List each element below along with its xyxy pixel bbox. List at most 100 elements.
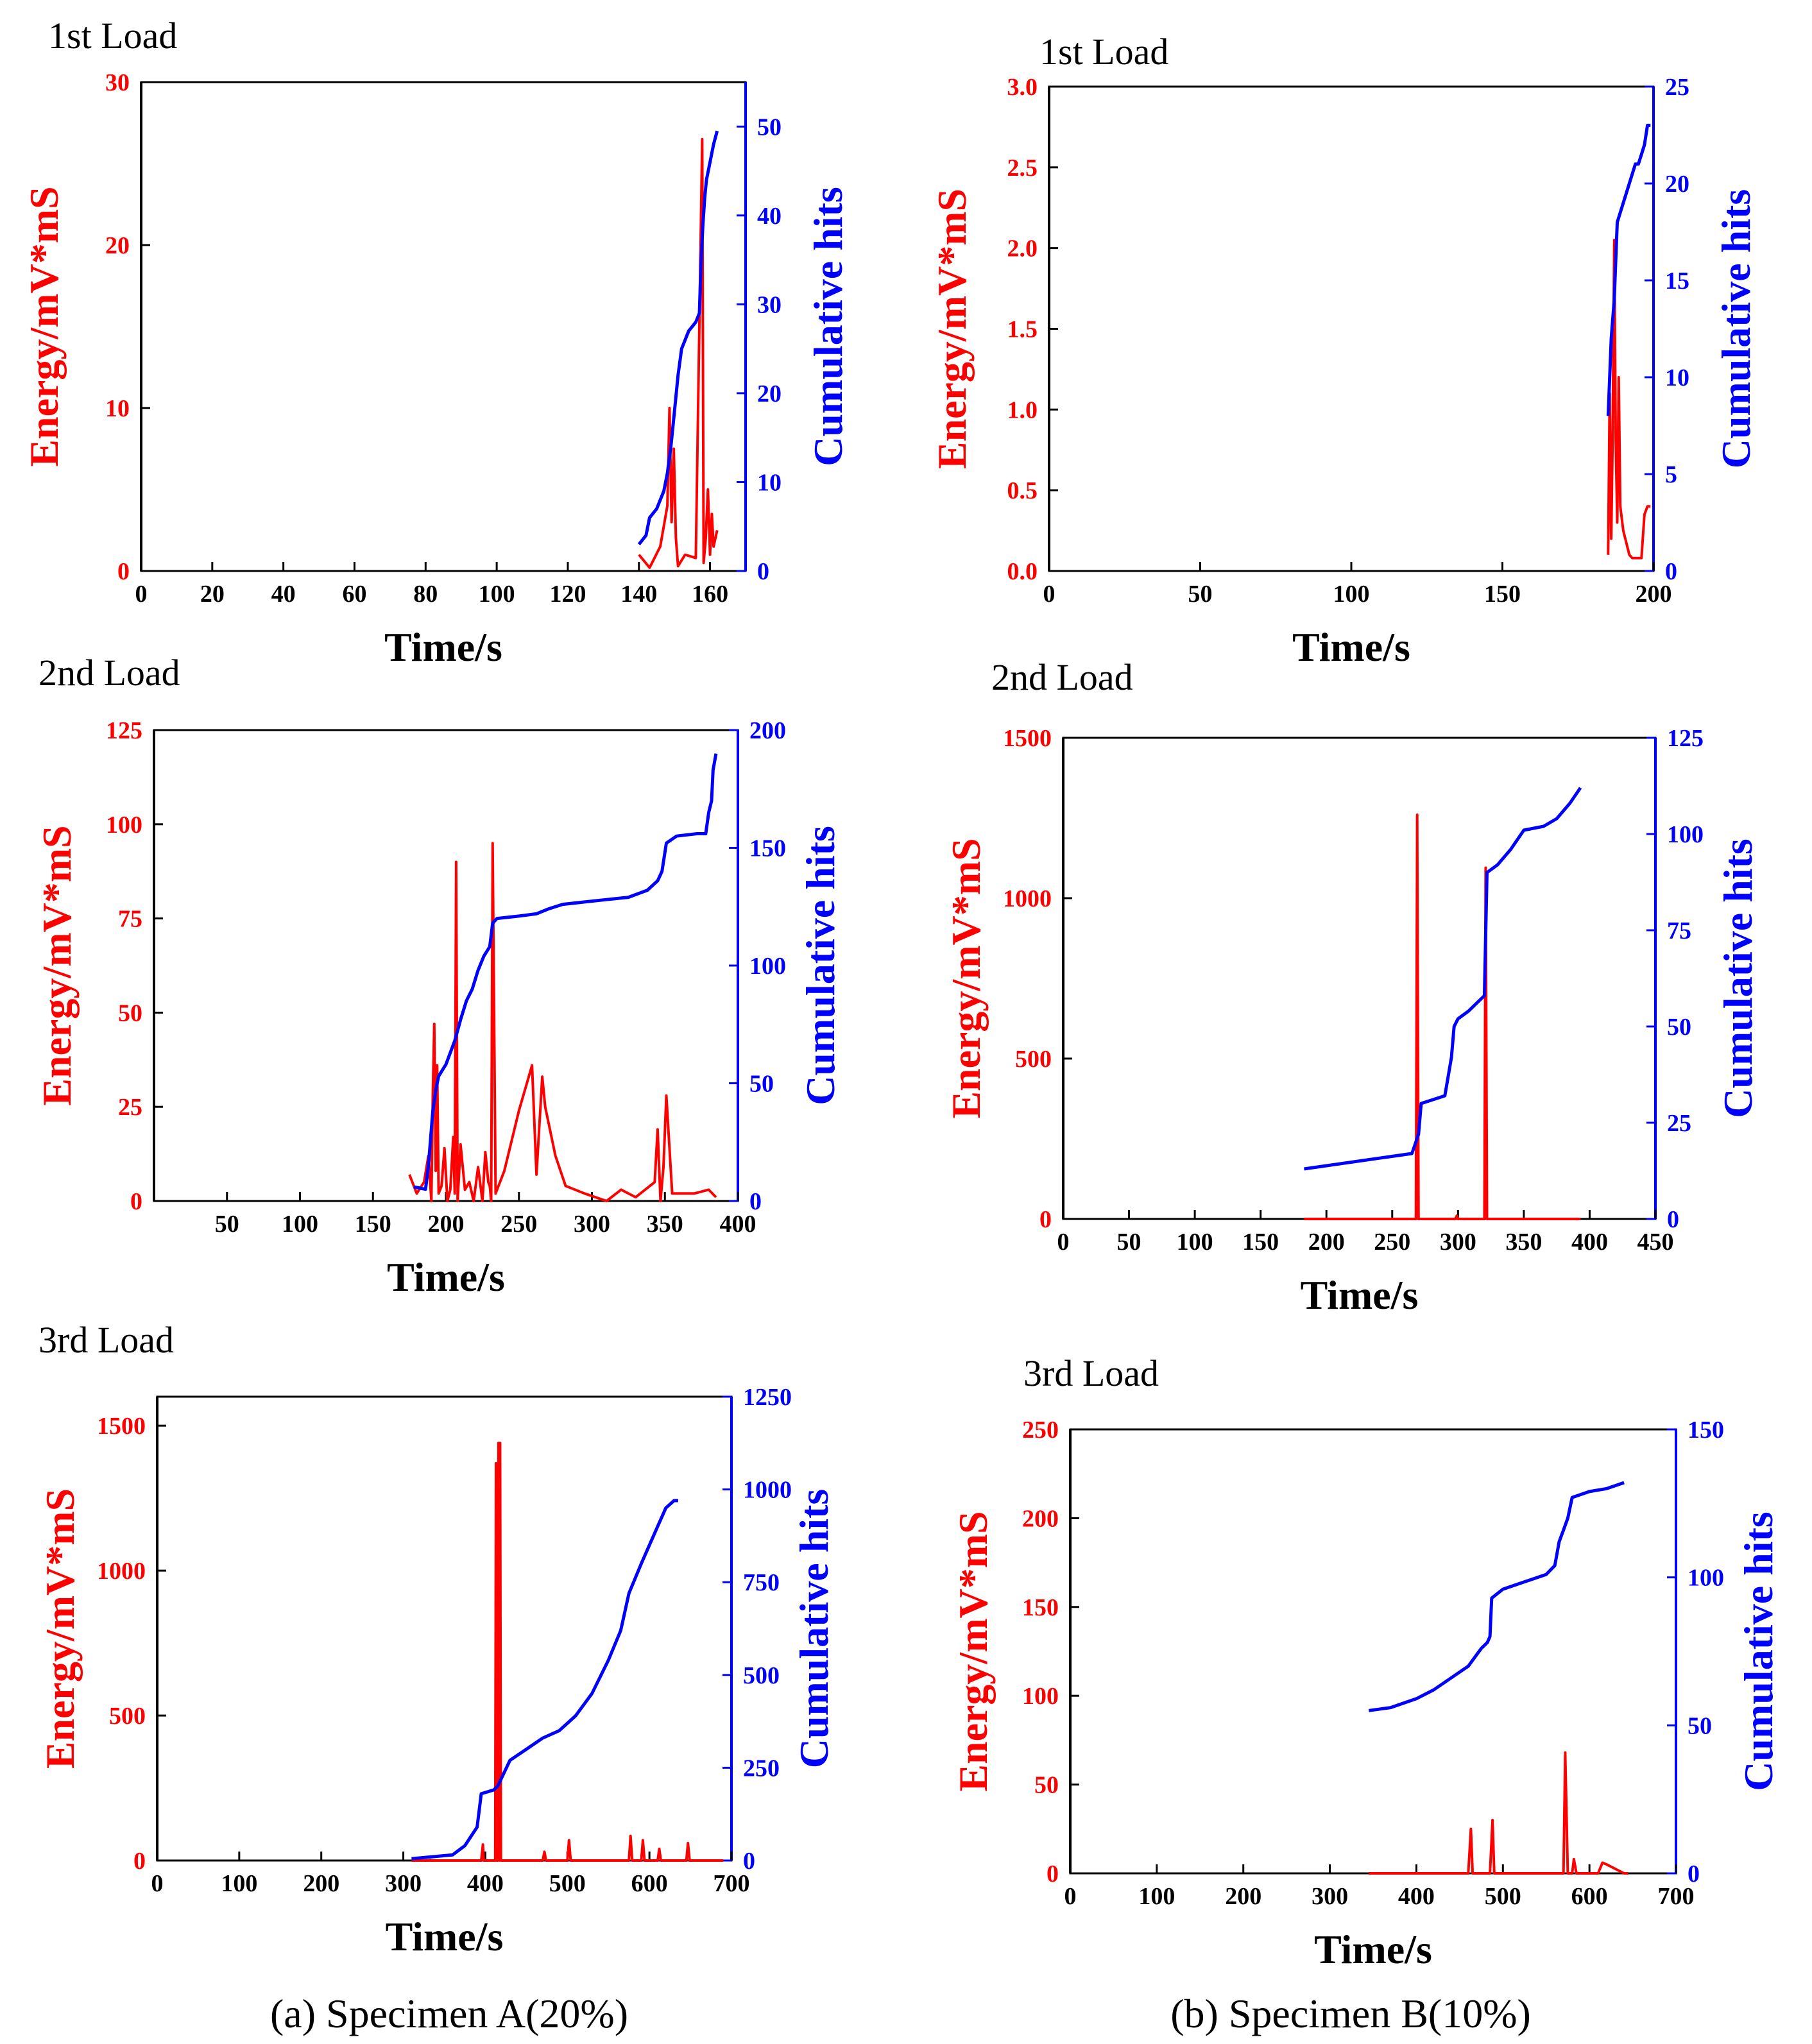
x-tick-label: 150 bbox=[355, 1211, 391, 1238]
y-axis-title: Energy/mV*mS bbox=[943, 838, 989, 1118]
y2-tick-label: 75 bbox=[1667, 917, 1691, 944]
x-axis-title: Time/s bbox=[387, 1254, 505, 1300]
x-tick-label: 80 bbox=[413, 581, 438, 608]
y-tick-label: 2.5 bbox=[1007, 155, 1038, 182]
y-tick-label: 150 bbox=[1022, 1594, 1059, 1621]
plot-frame bbox=[1048, 85, 1655, 572]
energy-line bbox=[638, 137, 719, 569]
x-tick-label: 100 bbox=[221, 1870, 257, 1897]
y2-tick-label: 10 bbox=[757, 469, 782, 496]
y2-tick-label: 50 bbox=[749, 1071, 774, 1098]
y-tick-label: 20 bbox=[105, 232, 130, 259]
y2-tick-label: 500 bbox=[743, 1662, 780, 1689]
y2-tick-label: 0 bbox=[743, 1848, 755, 1875]
y-axis-title: Energy/mV*mS bbox=[929, 189, 975, 469]
panel-title: 2nd Load bbox=[991, 656, 1133, 698]
y2-tick-label: 200 bbox=[749, 717, 786, 744]
x-tick-label: 400 bbox=[1571, 1229, 1608, 1256]
y-tick-label: 0.5 bbox=[1007, 477, 1038, 504]
y2-tick-label: 20 bbox=[1665, 171, 1689, 198]
x-tick-label: 40 bbox=[271, 581, 296, 608]
x-tick-label: 300 bbox=[1312, 1883, 1348, 1910]
x-tick-label: 600 bbox=[1571, 1883, 1608, 1910]
x-axis-title: Time/s bbox=[386, 1914, 504, 1959]
y2-tick-label: 20 bbox=[757, 380, 782, 407]
cumulative-hits-line bbox=[637, 130, 719, 545]
y2-tick-label: 100 bbox=[1688, 1565, 1724, 1592]
plot-frame bbox=[156, 1395, 733, 1862]
x-tick-label: 400 bbox=[720, 1211, 756, 1238]
y-tick-label: 100 bbox=[106, 812, 142, 839]
x-tick-label: 200 bbox=[1636, 581, 1672, 608]
x-tick-label: 50 bbox=[1117, 1229, 1141, 1256]
y2-tick-label: 150 bbox=[1688, 1417, 1724, 1444]
x-tick-label: 500 bbox=[549, 1870, 586, 1897]
panel-title: 1st Load bbox=[48, 15, 177, 56]
cumulative-hits-line bbox=[413, 753, 718, 1191]
panel-title: 1st Load bbox=[1039, 31, 1168, 72]
y-axis-title: Energy/mV*mS bbox=[37, 1488, 83, 1769]
caption-a: (a) Specimen A(20%) bbox=[270, 1991, 628, 2036]
x-tick-label: 300 bbox=[1440, 1229, 1476, 1256]
x-tick-label: 140 bbox=[620, 581, 657, 608]
x-tick-label: 0 bbox=[1064, 1883, 1077, 1910]
y2-tick-label: 1250 bbox=[743, 1384, 792, 1411]
y-axis-title: Energy/mV*mS bbox=[950, 1511, 996, 1791]
y2-tick-label: 50 bbox=[1688, 1712, 1712, 1739]
y2-tick-label: 125 bbox=[1667, 725, 1704, 752]
x-tick-label: 450 bbox=[1637, 1229, 1674, 1256]
x-tick-label: 600 bbox=[631, 1870, 668, 1897]
y-tick-label: 0 bbox=[133, 1848, 146, 1875]
y2-tick-label: 50 bbox=[1667, 1014, 1691, 1041]
y2-tick-label: 0 bbox=[749, 1188, 762, 1215]
x-tick-label: 0 bbox=[1043, 581, 1056, 608]
energy-line bbox=[408, 842, 717, 1202]
x-tick-label: 60 bbox=[342, 581, 366, 608]
x-tick-label: 0 bbox=[135, 581, 148, 608]
x-tick-label: 700 bbox=[714, 1870, 750, 1897]
x-tick-label: 350 bbox=[647, 1211, 683, 1238]
y2-tick-label: 30 bbox=[757, 291, 782, 318]
y2-tick-label: 25 bbox=[1667, 1110, 1691, 1137]
y2-tick-label: 5 bbox=[1665, 461, 1677, 488]
x-tick-label: 200 bbox=[303, 1870, 339, 1897]
cumulative-hits-line bbox=[1304, 787, 1582, 1171]
x-axis-title: Time/s bbox=[1301, 1272, 1419, 1318]
y2-tick-label: 0 bbox=[1667, 1206, 1679, 1233]
x-axis-title: Time/s bbox=[1314, 1927, 1432, 1972]
panel-title: 2nd Load bbox=[38, 652, 180, 694]
y2-tick-label: 0 bbox=[1688, 1861, 1700, 1887]
x-tick-label: 300 bbox=[385, 1870, 422, 1897]
y-tick-label: 1500 bbox=[1003, 725, 1052, 752]
y-tick-label: 0.0 bbox=[1007, 558, 1038, 585]
x-tick-label: 200 bbox=[1225, 1883, 1261, 1910]
x-tick-label: 200 bbox=[1308, 1229, 1345, 1256]
x-tick-label: 150 bbox=[1484, 581, 1521, 608]
y-axis-title: Energy/mV*mS bbox=[21, 186, 67, 466]
panel-title: 3rd Load bbox=[38, 1319, 174, 1361]
panel-title: 3rd Load bbox=[1023, 1352, 1159, 1394]
y-tick-label: 1000 bbox=[97, 1558, 146, 1585]
x-tick-label: 400 bbox=[1398, 1883, 1435, 1910]
y2-tick-label: 50 bbox=[757, 114, 782, 141]
y2-tick-label: 750 bbox=[743, 1569, 780, 1596]
y2-tick-label: 250 bbox=[743, 1755, 780, 1782]
y2-tick-label: 0 bbox=[757, 558, 769, 585]
x-tick-label: 50 bbox=[1188, 581, 1213, 608]
plot-frame bbox=[1062, 737, 1657, 1220]
y-tick-label: 0 bbox=[117, 558, 130, 585]
x-tick-label: 250 bbox=[1374, 1229, 1410, 1256]
y-tick-label: 25 bbox=[118, 1094, 142, 1121]
y2-tick-label: 1000 bbox=[743, 1477, 792, 1504]
x-tick-label: 500 bbox=[1485, 1883, 1521, 1910]
x-tick-label: 100 bbox=[1333, 581, 1370, 608]
cumulative-hits-line bbox=[1606, 123, 1651, 416]
plot-frame bbox=[153, 729, 739, 1202]
y-tick-label: 200 bbox=[1022, 1505, 1059, 1532]
energy-line bbox=[1607, 239, 1651, 559]
y2-tick-label: 25 bbox=[1665, 74, 1689, 101]
